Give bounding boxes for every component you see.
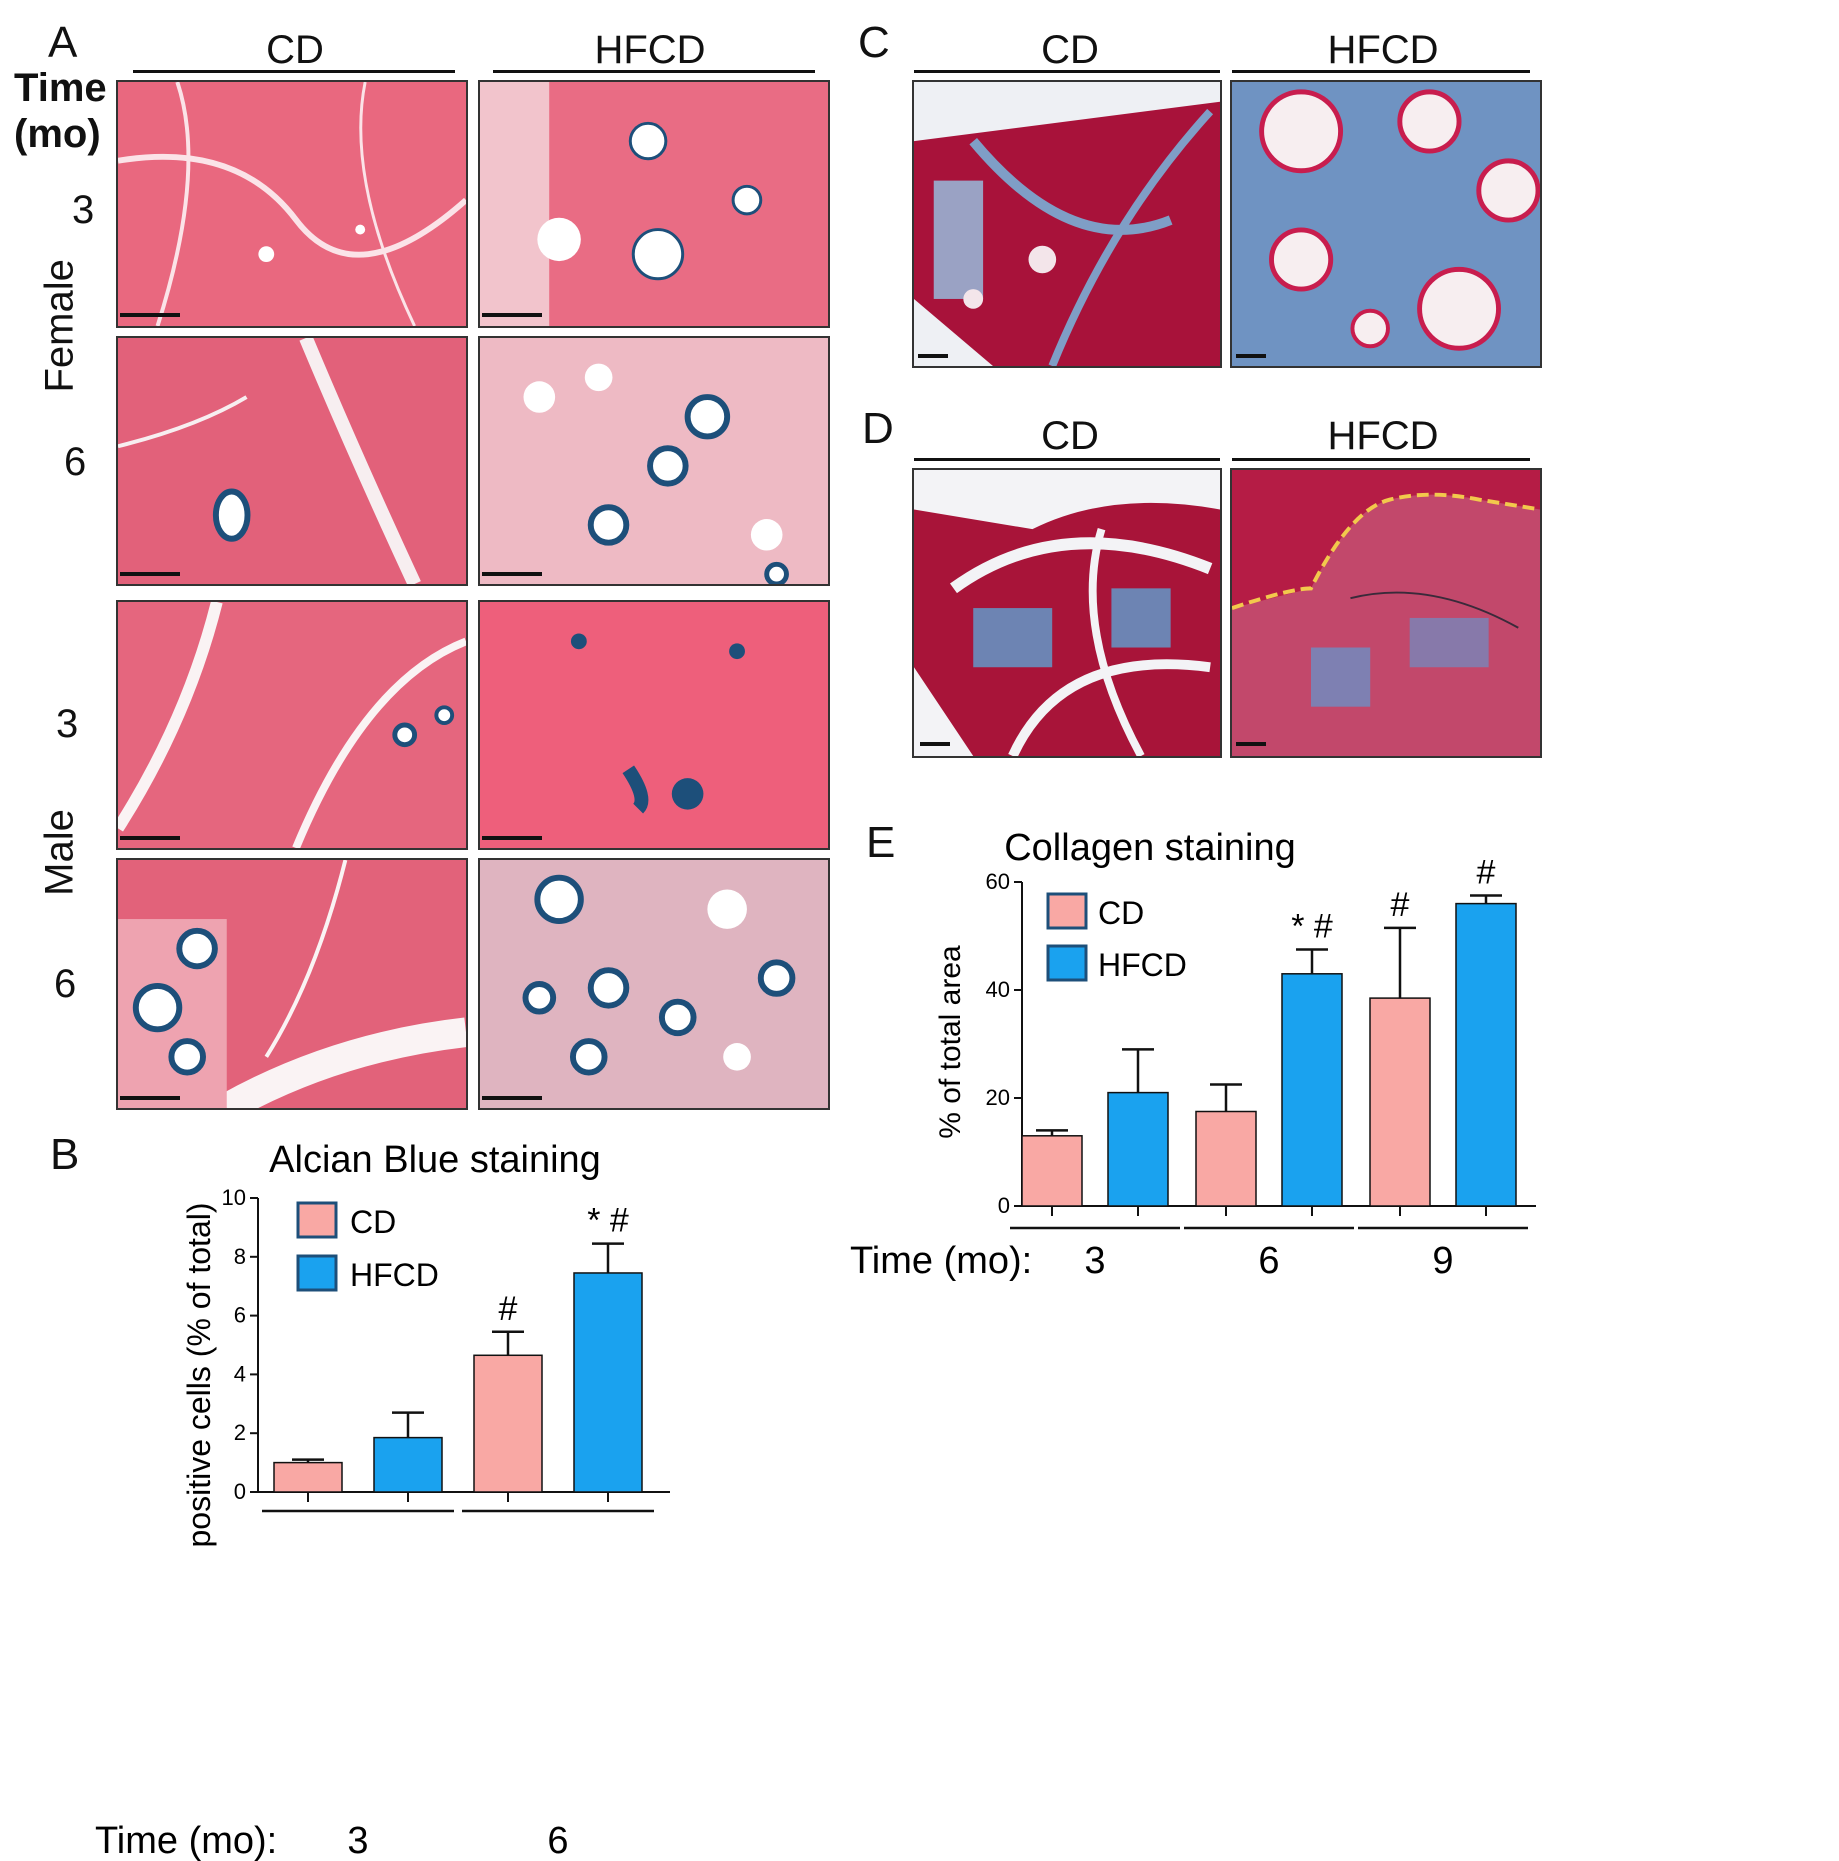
chart-b-title: Alcian Blue staining: [269, 1139, 601, 1181]
y-tick-label: 60: [986, 869, 1010, 894]
y-tick-label: 4: [234, 1361, 246, 1386]
bar-hfcd-3: [1107, 1091, 1169, 1207]
scale-bar: [920, 742, 950, 746]
panel-d-col-hfcd: HFCD: [1327, 414, 1439, 458]
legend-swatch-hfcd: [1046, 944, 1088, 982]
bar-cd-9: [1369, 997, 1431, 1207]
legend-label-hfcd: HFCD: [350, 1257, 439, 1293]
category-label: 9: [1432, 1240, 1453, 1282]
scale-bar: [1236, 354, 1266, 358]
micrograph-a-female-6-hfcd: [478, 336, 830, 586]
micrograph-a-female-3-cd: [116, 80, 468, 328]
micrograph-d-hfcd: [1230, 468, 1542, 758]
chart-e-plot-area: 0 20 40 60 3 6 9 * # # #: [986, 854, 1536, 1282]
panel-a-letter: A: [48, 18, 78, 67]
micrograph-c-hfcd: [1230, 80, 1542, 368]
legend-label-cd: CD: [1098, 895, 1144, 931]
legend-label-hfcd: HFCD: [1098, 947, 1187, 983]
micrograph-a-female-6-cd: [116, 336, 468, 586]
legend-swatch-hfcd: [296, 1254, 338, 1292]
y-tick-label: 0: [998, 1193, 1010, 1218]
micrograph-c-cd: [912, 80, 1222, 368]
bar-hfcd-6: [573, 1272, 643, 1493]
scale-bar: [918, 354, 948, 358]
scale-bar: [1236, 742, 1266, 746]
legend-label-cd: CD: [350, 1204, 396, 1240]
micrograph-a-male-3-hfcd: [478, 600, 830, 850]
y-tick-label: 40: [986, 977, 1010, 1002]
panel-c-cd-header-rule: [914, 70, 1220, 73]
y-tick-label: 10: [222, 1185, 246, 1210]
panel-a-hfcd-header-rule: [493, 70, 815, 73]
time-label-line2: (mo): [14, 112, 101, 156]
panel-c-col-hfcd: HFCD: [1327, 28, 1439, 72]
chart-b-xlabel-prefix: Time (mo):: [95, 1820, 277, 1861]
panel-c-hfcd-header-rule: [1232, 70, 1530, 73]
scale-bar: [120, 572, 180, 576]
bar-cd-6: [473, 1354, 543, 1493]
panel-d-hfcd-header-rule: [1232, 458, 1530, 461]
category-label: 3: [347, 1820, 368, 1861]
panel-c-col-cd: CD: [1041, 28, 1099, 72]
chart-e-ylabel: % of total area: [934, 945, 967, 1139]
bar-cd-6: [1195, 1110, 1257, 1207]
panel-a-col-cd: CD: [266, 28, 324, 72]
chart-collagen: Collagen staining % of total area 0 20 40 6…: [850, 827, 1536, 1282]
significance-marker: * #: [1291, 908, 1333, 946]
row-label-male-3: 3: [56, 702, 79, 746]
y-tick-label: 6: [234, 1303, 246, 1328]
chart-e-title: Collagen staining: [1004, 827, 1296, 869]
scale-bar: [482, 836, 542, 840]
significance-marker: #: [1477, 854, 1496, 892]
bar-cd-3: [1021, 1135, 1083, 1207]
scale-bar: [482, 313, 542, 317]
y-tick-label: 0: [234, 1479, 246, 1504]
chart-e-legend: CD HFCD: [1046, 892, 1187, 983]
legend-swatch-cd: [1046, 892, 1088, 930]
panel-a-cd-header-rule: [133, 70, 455, 73]
scale-bar: [120, 836, 180, 840]
scale-bar: [482, 1096, 542, 1100]
y-tick-label: 20: [986, 1085, 1010, 1110]
chart-e-xlabel-prefix: Time (mo):: [850, 1240, 1032, 1282]
y-tick-label: 8: [234, 1244, 246, 1269]
chart-b-plot-area: 0 2 4 6 8 10 3 6 # * #: [222, 1185, 670, 1861]
significance-marker: #: [1391, 886, 1410, 924]
group-label-male: Male: [37, 809, 82, 896]
panel-a-col-hfcd: HFCD: [594, 28, 706, 72]
row-label-male-6: 6: [54, 962, 77, 1006]
category-label: 6: [1258, 1240, 1279, 1282]
panel-b-letter: B: [50, 1130, 80, 1179]
significance-marker: #: [499, 1290, 518, 1328]
bar-hfcd-6: [1281, 973, 1343, 1207]
row-label-female-3: 3: [72, 188, 95, 232]
category-label: 6: [547, 1820, 568, 1861]
micrograph-a-female-3-hfcd: [478, 80, 830, 328]
significance-marker: * #: [587, 1202, 629, 1240]
bar-cd-3: [273, 1461, 343, 1493]
scale-bar: [120, 313, 180, 317]
micrograph-d-cd: [912, 468, 1222, 758]
time-label-line1: Time: [14, 66, 107, 110]
group-label-female: Female: [37, 259, 82, 393]
panel-d-cd-header-rule: [914, 458, 1220, 461]
panel-e-letter: E: [866, 818, 896, 867]
scale-bar: [482, 572, 542, 576]
chart-b-ylabel: positive cells (% of total): [181, 1202, 217, 1547]
bar-hfcd-3: [373, 1436, 443, 1493]
micrograph-a-male-6-cd: [116, 858, 468, 1110]
panel-c-letter: C: [858, 18, 890, 67]
panel-d-col-cd: CD: [1041, 414, 1099, 458]
category-label: 3: [1084, 1240, 1105, 1282]
scale-bar: [120, 1096, 180, 1100]
bar-hfcd-9: [1455, 902, 1517, 1207]
legend-swatch-cd: [296, 1201, 338, 1239]
chart-b-legend: CD HFCD: [296, 1201, 439, 1293]
panel-d-letter: D: [862, 404, 894, 453]
micrograph-a-male-6-hfcd: [478, 858, 830, 1110]
chart-alcian-blue: Alcian Blue staining positive cells (% o…: [95, 1139, 670, 1861]
micrograph-a-male-3-cd: [116, 600, 468, 850]
row-label-female-6: 6: [64, 440, 87, 484]
y-tick-label: 2: [234, 1420, 246, 1445]
